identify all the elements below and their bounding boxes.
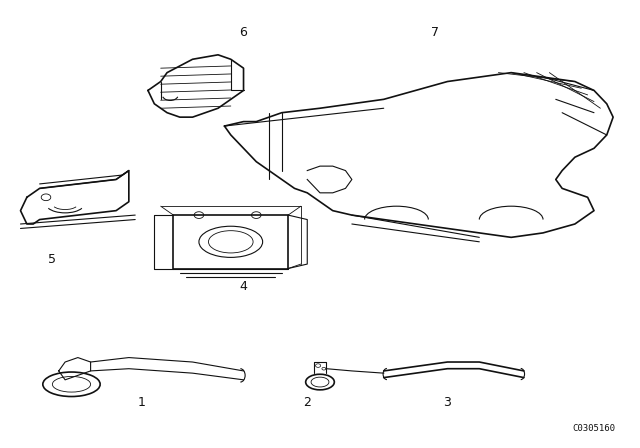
- Text: 4: 4: [239, 280, 248, 293]
- Text: 3: 3: [444, 396, 451, 409]
- Text: 7: 7: [431, 26, 438, 39]
- Text: C0305160: C0305160: [573, 424, 616, 433]
- Text: 5: 5: [49, 253, 56, 266]
- Text: 2: 2: [303, 396, 311, 409]
- Text: 6: 6: [239, 26, 248, 39]
- Text: 1: 1: [138, 396, 145, 409]
